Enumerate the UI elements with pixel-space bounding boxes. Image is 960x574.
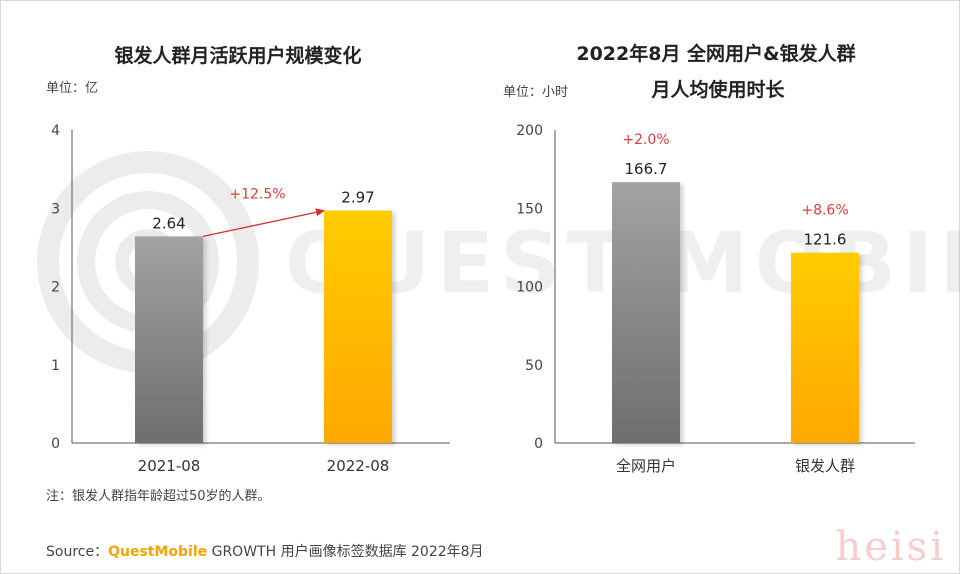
y-tick-label: 4 bbox=[51, 123, 60, 139]
y-tick-label: 0 bbox=[534, 436, 543, 452]
y-tick-label: 50 bbox=[525, 358, 543, 374]
chart-usage-title-line1: 2022年8月 全网用户&银发人群 bbox=[576, 42, 855, 65]
bar bbox=[612, 182, 680, 443]
chart-mau: 银发人群月活跃用户规模变化 单位：亿 0 1 2 3 4 2.64 2021-08 2.97… bbox=[46, 44, 450, 475]
source-line: Source：QuestMobile GROWTH 用户画像标签数据库 2022… bbox=[46, 543, 484, 560]
y-tick-label: 200 bbox=[516, 123, 543, 139]
category-label: 全网用户 bbox=[616, 457, 676, 475]
y-tick-label: 1 bbox=[51, 358, 60, 374]
source-prefix: Source： bbox=[46, 544, 108, 560]
y-tick-label: 2 bbox=[51, 280, 60, 296]
chart-usage-title-line2: 月人均使用时长 bbox=[650, 78, 785, 101]
source-brand: QuestMobile bbox=[108, 544, 207, 560]
corner-watermark: heisi bbox=[835, 524, 946, 570]
chart-usage-bars bbox=[612, 182, 859, 443]
value-label: 2.64 bbox=[152, 214, 185, 232]
chart-mau-bars bbox=[135, 210, 392, 443]
chart-usage-unit: 单位：小时 bbox=[503, 85, 568, 100]
chart-usage-labels: 166.7 全网用户 +2.0% 121.6 银发人群 +8.6% bbox=[616, 132, 855, 475]
bar bbox=[791, 252, 859, 443]
source-suffix: GROWTH 用户画像标签数据库 2022年8月 bbox=[207, 543, 483, 560]
value-label: 2.97 bbox=[341, 189, 374, 207]
y-tick-label: 3 bbox=[51, 201, 60, 217]
category-label: 2022-08 bbox=[327, 457, 390, 475]
category-label: 2021-08 bbox=[138, 457, 201, 475]
chart-mau-unit: 单位：亿 bbox=[46, 81, 98, 96]
growth-arrow bbox=[202, 208, 325, 238]
growth-label: +8.6% bbox=[801, 203, 848, 219]
chart-mau-title: 银发人群月活跃用户规模变化 bbox=[114, 44, 361, 67]
y-tick-label: 0 bbox=[51, 436, 60, 452]
bar bbox=[135, 236, 203, 443]
footnote: 注：银发人群指年龄超过50岁的人群。 bbox=[46, 488, 271, 504]
chart-usage-time: 2022年8月 全网用户&银发人群 月人均使用时长 单位：小时 0 50 100 15… bbox=[503, 42, 915, 475]
category-label: 银发人群 bbox=[795, 457, 855, 475]
value-label: 121.6 bbox=[804, 231, 847, 249]
growth-label: +2.0% bbox=[622, 132, 669, 148]
growth-label: +12.5% bbox=[229, 187, 285, 203]
y-tick-label: 150 bbox=[516, 201, 543, 217]
value-label: 166.7 bbox=[625, 160, 668, 178]
bar bbox=[324, 210, 392, 443]
y-tick-label: 100 bbox=[516, 280, 543, 296]
chart-mau-labels: 2.64 2021-08 2.97 2022-08 bbox=[138, 189, 390, 475]
